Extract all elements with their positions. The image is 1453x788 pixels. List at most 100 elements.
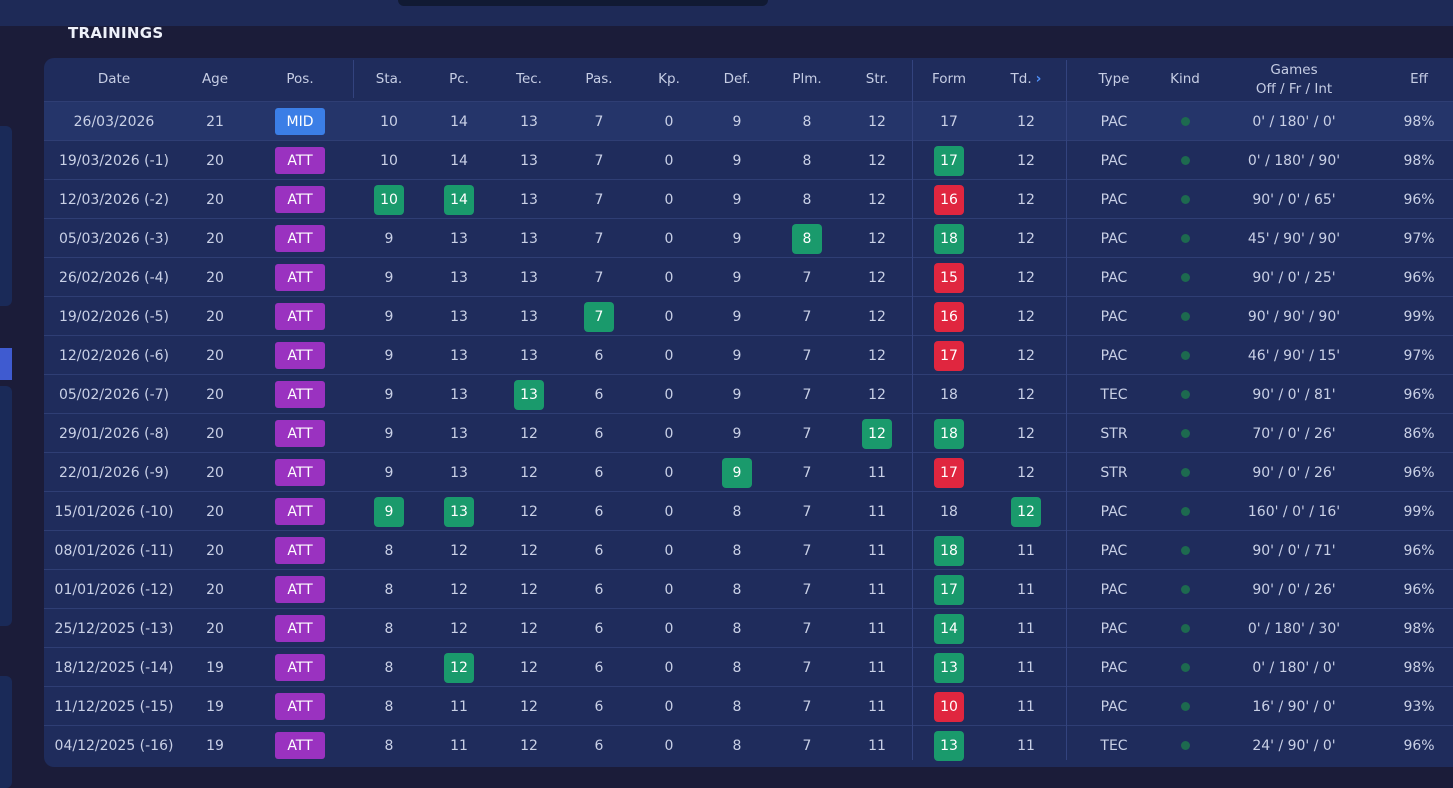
table-row[interactable]: 26/03/2026 21 MID 10 14 13 7 0 9 8 12 17 12 PAC 0' / 1… (44, 101, 1453, 141)
sidebar-active-indicator[interactable] (0, 348, 12, 380)
cell-td: 12 (1017, 152, 1035, 169)
cell-pos: ATT (246, 531, 354, 570)
cell-eff: 97% (1403, 230, 1435, 247)
dot-icon (1180, 351, 1190, 360)
cell-pas: 7 (594, 152, 604, 169)
table-row[interactable]: 08/01/2026 (-11) 20 ATT 8 12 12 6 0 8 7 11 18 11 PAC 9… (44, 530, 1453, 570)
cell-age: 20 (206, 152, 224, 169)
cell-eff: 98% (1403, 620, 1435, 637)
table-row[interactable]: 26/02/2026 (-4) 20 ATT 9 13 13 7 0 9 7 12 15 12 PAC 90… (44, 257, 1453, 297)
cell-pc: 11 (450, 698, 468, 715)
table-row[interactable]: 04/12/2025 (-16) 19 ATT 8 11 12 6 0 8 7 11 13 11 TEC 2… (44, 725, 1453, 765)
position-badge: MID (275, 108, 325, 135)
cell-td: 12 (1017, 113, 1035, 130)
cell-eff: 93% (1403, 698, 1435, 715)
header-pos[interactable]: Pos. (286, 71, 314, 87)
header-sta[interactable]: Sta. (375, 71, 403, 87)
chevron-right-icon[interactable]: › (1035, 71, 1042, 87)
cell-form: 17 (912, 453, 986, 492)
header-def[interactable]: Def. (723, 71, 751, 87)
highlight-badge: 16 (934, 184, 964, 215)
header-pc[interactable]: Pc. (449, 71, 469, 87)
table-row[interactable]: 22/01/2026 (-9) 20 ATT 9 13 12 6 0 9 7 11 17 12 STR 90… (44, 452, 1453, 492)
cell-sta: 8 (384, 659, 394, 676)
header-str[interactable]: Str. (865, 71, 889, 87)
cell-plm: 8 (802, 191, 812, 208)
cell-type: PAC (1100, 152, 1128, 169)
cell-pas: 6 (594, 698, 604, 715)
header-plm[interactable]: Plm. (792, 71, 822, 87)
position-badge: ATT (275, 576, 325, 603)
header-kp[interactable]: Kp. (658, 71, 680, 87)
cell-tec: 12 (520, 464, 538, 481)
header-td[interactable]: Td. › (986, 58, 1066, 101)
header-age[interactable]: Age (201, 71, 229, 87)
cell-games: 90' / 0' / 71' (1252, 542, 1336, 559)
cell-games: 90' / 0' / 26' (1252, 581, 1336, 598)
cell-def: 9 (732, 308, 742, 325)
header-pas[interactable]: Pas. (585, 71, 613, 87)
cell-games: 160' / 0' / 16' (1247, 503, 1341, 520)
cell-pas: 6 (594, 386, 604, 403)
cell-kp: 0 (664, 113, 674, 130)
header-eff[interactable]: Eff (1410, 71, 1428, 87)
header-tec[interactable]: Tec. (516, 71, 542, 87)
table-row[interactable]: 25/12/2025 (-13) 20 ATT 8 12 12 6 0 8 7 11 14 11 PAC 0… (44, 608, 1453, 648)
table-row[interactable]: 18/12/2025 (-14) 19 ATT 8 12 12 6 0 8 7 11 13 11 PAC 0… (44, 647, 1453, 687)
cell-type: PAC (1100, 659, 1128, 676)
cell-pas: 6 (594, 464, 604, 481)
cell-age: 20 (206, 308, 224, 325)
header-form[interactable]: Form (931, 71, 966, 87)
cell-eff: 97% (1403, 347, 1435, 364)
header-date[interactable]: Date (97, 71, 131, 87)
cell-tec: 12 (520, 737, 538, 754)
table-row[interactable]: 12/03/2026 (-2) 20 ATT 10 14 13 7 0 9 8 12 16 12 PAC 9… (44, 179, 1453, 219)
cell-str: 11 (868, 464, 886, 481)
cell-date: 05/03/2026 (-3) (58, 230, 170, 247)
cell-pos: ATT (246, 492, 354, 531)
table-row[interactable]: 19/03/2026 (-1) 20 ATT 10 14 13 7 0 9 8 12 17 12 PAC 0… (44, 140, 1453, 180)
cell-games: 90' / 0' / 26' (1252, 464, 1336, 481)
cell-date: 18/12/2025 (-14) (54, 659, 174, 676)
table-row[interactable]: 29/01/2026 (-8) 20 ATT 9 13 12 6 0 9 7 12 18 12 STR 70… (44, 413, 1453, 453)
cell-form: 18 (912, 531, 986, 570)
cell-pc: 11 (450, 737, 468, 754)
highlight-badge: 9 (722, 457, 752, 488)
cell-kind (1160, 336, 1210, 375)
table-row[interactable]: 05/03/2026 (-3) 20 ATT 9 13 13 7 0 9 8 12 18 12 PAC 45… (44, 218, 1453, 258)
cell-eff: 99% (1403, 308, 1435, 325)
cell-tec: 13 (520, 308, 538, 325)
highlight-badge: 7 (584, 301, 614, 332)
column-divider (912, 60, 913, 760)
cell-pos: ATT (246, 258, 354, 297)
table-row[interactable]: 01/01/2026 (-12) 20 ATT 8 12 12 6 0 8 7 11 17 11 PAC 9… (44, 569, 1453, 609)
cell-plm: 8 (802, 113, 812, 130)
table-row[interactable]: 11/12/2025 (-15) 19 ATT 8 11 12 6 0 8 7 11 10 11 PAC 1… (44, 686, 1453, 726)
highlight-badge: 17 (934, 574, 964, 605)
header-games[interactable]: Games Off / Fr / Int (1210, 58, 1378, 101)
cell-games: 70' / 0' / 26' (1252, 425, 1336, 442)
cell-pos: ATT (246, 570, 354, 609)
cell-tec: 12 (520, 503, 538, 520)
column-divider (353, 60, 354, 98)
cell-kind (1160, 102, 1210, 141)
table-row[interactable]: 15/01/2026 (-10) 20 ATT 9 13 12 6 0 8 7 11 18 12 PAC 1… (44, 491, 1453, 531)
table-row[interactable]: 12/02/2026 (-6) 20 ATT 9 13 13 6 0 9 7 12 17 12 PAC 46… (44, 335, 1453, 375)
cell-form: 10 (912, 687, 986, 726)
highlight-badge: 16 (934, 301, 964, 332)
cell-pos: ATT (246, 414, 354, 453)
cell-sta: 9 (384, 230, 394, 247)
cell-age: 20 (206, 503, 224, 520)
cell-tec: 13 (520, 152, 538, 169)
header-kind[interactable]: Kind (1170, 71, 1200, 87)
table-row[interactable]: 05/02/2026 (-7) 20 ATT 9 13 13 6 0 9 7 12 18 12 TEC 90… (44, 374, 1453, 414)
cell-games: 24' / 90' / 0' (1252, 737, 1336, 754)
cell-str: 12 (868, 113, 886, 130)
cell-kp: 0 (664, 425, 674, 442)
cell-eff: 99% (1403, 503, 1435, 520)
cell-plm: 7 (802, 542, 812, 559)
position-badge: ATT (275, 615, 325, 642)
header-type[interactable]: Type (1098, 71, 1130, 87)
position-badge: ATT (275, 381, 325, 408)
table-row[interactable]: 19/02/2026 (-5) 20 ATT 9 13 13 7 0 9 7 12 16 12 PAC 90… (44, 296, 1453, 336)
